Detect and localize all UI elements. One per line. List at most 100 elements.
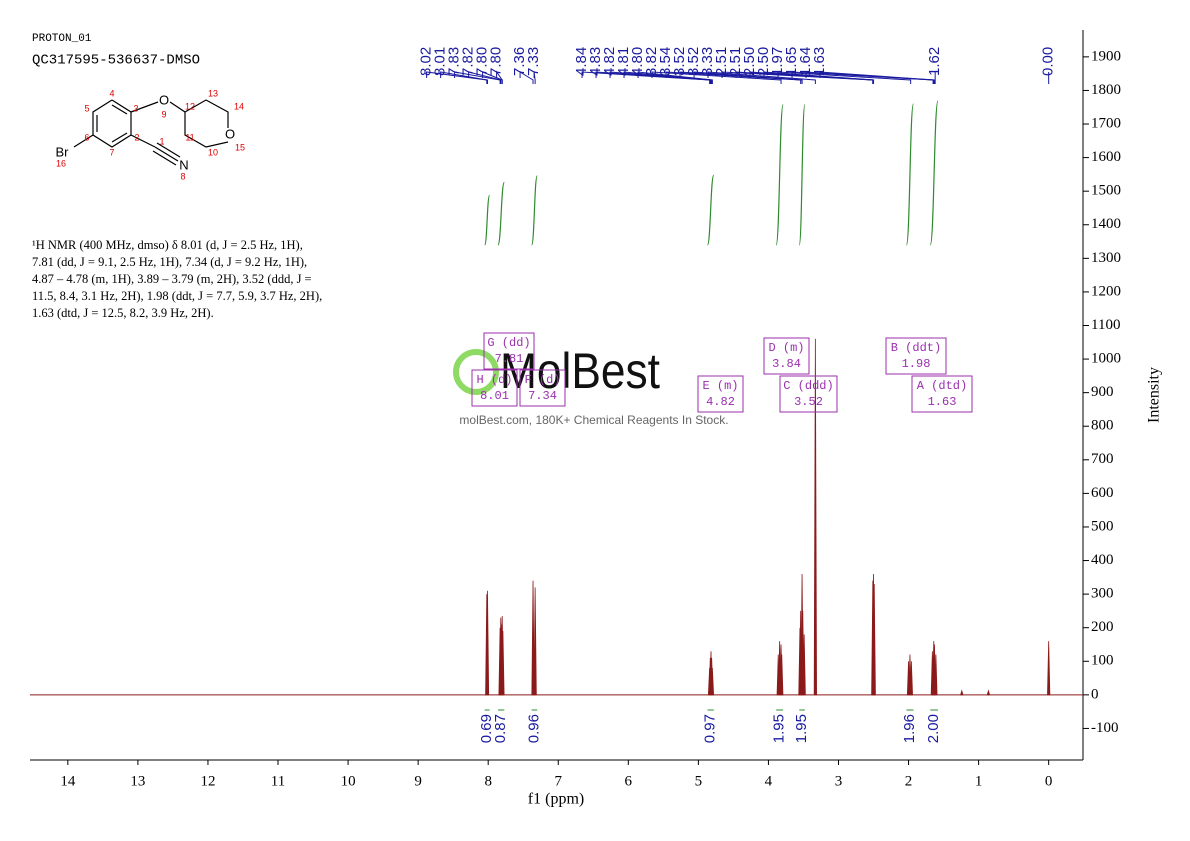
peak	[802, 634, 806, 696]
multiplet-shift: 3.52	[794, 395, 823, 409]
peak-label: 8.01	[432, 47, 449, 76]
peak-label: 3.52	[671, 47, 688, 76]
peak-connector	[440, 71, 488, 84]
multiplet-box	[779, 375, 838, 413]
peak-connector	[519, 71, 534, 84]
peak-label: 7.80	[474, 47, 491, 76]
y-tick-label: 1800	[1091, 82, 1121, 98]
multiplet-box	[471, 369, 518, 407]
x-tick-label: 6	[625, 773, 633, 789]
x-tick-label: 3	[835, 773, 843, 789]
integral-curve	[929, 100, 939, 246]
peak-label: 1.97	[769, 47, 786, 76]
peak	[813, 338, 817, 696]
x-tick-label: 7	[555, 773, 563, 789]
peak-connector	[819, 71, 935, 84]
atom-label: N	[179, 157, 188, 172]
y-tick-label: 300	[1091, 586, 1114, 602]
y-tick-label: 700	[1091, 451, 1114, 467]
peak	[533, 587, 537, 696]
x-tick-label: 1	[975, 773, 983, 789]
x-tick-label: 14	[60, 773, 76, 789]
multiplet-name: F (d)	[524, 373, 560, 387]
peak-connector	[426, 71, 488, 84]
peak-connector	[609, 71, 712, 84]
peak	[909, 661, 913, 696]
y-tick-label: 1200	[1091, 283, 1121, 299]
nmr-description: ¹H NMR (400 MHz, dmso) δ 8.01 (d, J = 2.…	[32, 238, 303, 252]
x-tick-label: 12	[200, 773, 215, 789]
x-tick-label: 10	[341, 773, 356, 789]
peak-connector	[651, 71, 782, 84]
integral-label: 1.95	[771, 714, 788, 743]
multiplet-box	[885, 337, 947, 375]
peak-label: 7.82	[460, 47, 477, 76]
y-tick-label: 1400	[1091, 216, 1121, 232]
atom-number: 4	[109, 88, 114, 98]
integral-curve	[497, 181, 505, 246]
nmr-description: 4.87 – 4.78 (m, 1H), 3.89 – 3.79 (m, 2H)…	[32, 272, 312, 286]
y-tick-label: 1000	[1091, 351, 1121, 367]
integral-curve	[905, 103, 915, 246]
y-tick-label: 500	[1091, 518, 1114, 534]
title: PROTON_01	[32, 33, 92, 45]
peak-connector	[623, 71, 713, 84]
watermark-text: molBest.com, 180K+ Chemical Reagents In …	[459, 413, 728, 427]
peak-label: 4.82	[601, 47, 618, 76]
y-tick-label: 1300	[1091, 250, 1121, 266]
integral-curve	[798, 104, 806, 246]
peak-label: 4.83	[587, 47, 604, 76]
y-tick-label: 800	[1091, 418, 1114, 434]
x-tick-label: 5	[695, 773, 703, 789]
x-tick-label: 0	[1045, 773, 1053, 789]
x-tick-label: 11	[271, 773, 285, 789]
multiplet-name: A (dtd)	[917, 379, 967, 393]
atom-label: O	[159, 92, 169, 107]
atom-number: 14	[234, 101, 244, 111]
atom-number: 13	[208, 88, 218, 98]
peak	[485, 590, 490, 696]
watermark-logo-icon	[453, 349, 499, 395]
integral-label: 2.00	[925, 714, 942, 743]
y-tick-label: 900	[1091, 384, 1114, 400]
y-tick-label: 0	[1091, 686, 1099, 702]
atom-number: 3	[133, 103, 138, 113]
atom-number: 5	[84, 103, 89, 113]
y-tick-label: 1700	[1091, 115, 1121, 131]
peak-label: 0.00	[1040, 47, 1057, 76]
y-tick-label: 1600	[1091, 149, 1121, 165]
peak-label: 3.54	[657, 47, 674, 76]
atom-label: Br	[56, 144, 70, 159]
atom-label: O	[225, 126, 235, 141]
peak	[960, 689, 964, 696]
multiplet-name: E (m)	[702, 379, 738, 393]
peak-label: 3.33	[699, 47, 716, 76]
atom-number: 6	[84, 132, 89, 142]
multiplet-shift: 3.84	[772, 357, 801, 371]
multiplet-shift: 1.63	[928, 395, 957, 409]
multiplet-box	[697, 375, 744, 413]
peak-connector	[581, 71, 711, 84]
y-tick-label: 200	[1091, 619, 1114, 635]
multiplet-box	[483, 332, 535, 370]
atom-number: 8	[180, 171, 185, 181]
atom-number: 16	[56, 158, 66, 168]
y-tick-label: 600	[1091, 485, 1114, 501]
peak-connector	[777, 71, 912, 84]
integral-label: 0.96	[525, 714, 542, 743]
peak-label: 7.83	[446, 47, 463, 76]
integral-curve	[706, 174, 715, 246]
peak-label: 4.84	[573, 47, 590, 76]
integral-curve	[531, 175, 538, 246]
peak-label: 2.51	[727, 47, 744, 76]
y-tick-label: 100	[1091, 653, 1114, 669]
multiplet-shift: 7.81	[495, 352, 524, 366]
y-tick-label: 1100	[1091, 317, 1120, 333]
peak-label: 2.50	[741, 47, 758, 76]
atom-number: 2	[134, 132, 139, 142]
peak-connector	[763, 71, 875, 84]
peak-connector	[693, 71, 803, 84]
peak	[872, 584, 876, 696]
atom-number: 11	[185, 132, 194, 142]
